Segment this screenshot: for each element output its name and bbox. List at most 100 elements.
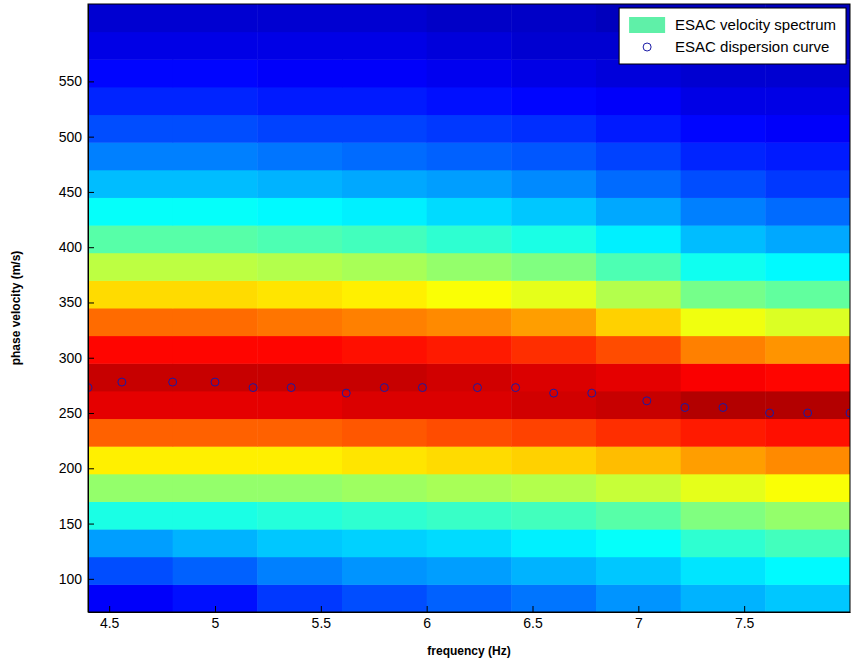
- legend-label: ESAC dispersion curve: [675, 38, 829, 55]
- y-tick-label: 250: [59, 405, 83, 421]
- dispersion-point: [643, 397, 651, 405]
- spectrum-cell: [173, 59, 258, 87]
- spectrum-cell: [173, 87, 258, 115]
- spectrum-cell: [765, 419, 850, 447]
- spectrum-cell: [511, 529, 596, 557]
- y-tick-mark: [88, 524, 94, 525]
- legend-label: ESAC velocity spectrum: [675, 16, 836, 33]
- spectrum-cell: [511, 280, 596, 308]
- spectrum-cell: [342, 363, 427, 391]
- x-tick-label: 5: [212, 615, 220, 631]
- legend-box: [619, 8, 846, 64]
- y-tick: 250: [59, 405, 94, 421]
- spectrum-cell: [511, 225, 596, 253]
- spectrum-cell: [765, 170, 850, 198]
- spectrum-cell: [342, 170, 427, 198]
- spectrum-cell: [342, 336, 427, 364]
- spectrum-cell: [342, 529, 427, 557]
- spectrum-cell: [681, 87, 766, 115]
- spectrum-cell: [681, 584, 766, 612]
- spectrum-cell: [88, 253, 173, 281]
- spectrum-cell: [257, 170, 342, 198]
- spectrum-cell: [173, 308, 258, 336]
- y-tick: 150: [59, 516, 94, 532]
- dispersion-point: [418, 384, 426, 392]
- spectrum-cell: [765, 87, 850, 115]
- spectrum-cell: [173, 336, 258, 364]
- spectrum-cell: [173, 32, 258, 60]
- spectrum-cell: [681, 529, 766, 557]
- spectrum-cell: [257, 115, 342, 143]
- dispersion-point: [118, 378, 126, 386]
- y-tick-label: 450: [59, 184, 83, 200]
- spectrum-cell: [596, 419, 681, 447]
- spectrum-cell: [173, 253, 258, 281]
- spectrum-cell: [765, 391, 850, 419]
- spectrum-cell: [342, 280, 427, 308]
- x-axis: 4.555.566.577.5: [89, 606, 851, 631]
- legend-marker: [643, 43, 651, 51]
- y-tick-mark: [88, 358, 94, 359]
- spectrum-cell: [596, 253, 681, 281]
- spectrum-cell: [765, 363, 850, 391]
- y-tick-mark: [88, 302, 94, 303]
- spectrum-cell: [427, 4, 512, 32]
- y-tick-mark: [88, 137, 94, 138]
- spectrum-cell: [342, 253, 427, 281]
- y-tick-label: 300: [59, 350, 83, 366]
- spectrum-cell: [427, 197, 512, 225]
- spectrum-cell: [173, 142, 258, 170]
- spectrum-cell: [173, 363, 258, 391]
- spectrum-cell: [765, 584, 850, 612]
- velocity-spectrum: [88, 4, 850, 612]
- spectrum-cell: [765, 308, 850, 336]
- spectrum-cell: [427, 474, 512, 502]
- spectrum-cell: [173, 280, 258, 308]
- spectrum-cell: [173, 225, 258, 253]
- spectrum-cell: [596, 280, 681, 308]
- spectrum-cell: [342, 474, 427, 502]
- dispersion-point: [287, 384, 295, 392]
- x-tick: 5: [212, 606, 220, 631]
- spectrum-cell: [681, 115, 766, 143]
- x-tick: 5.5: [312, 606, 332, 631]
- spectrum-cell: [427, 501, 512, 529]
- spectrum-cell: [427, 308, 512, 336]
- dispersion-point: [512, 384, 520, 392]
- y-tick: 400: [59, 239, 94, 255]
- spectrum-cell: [596, 584, 681, 612]
- spectrum-cell: [596, 474, 681, 502]
- spectrum-cell: [427, 446, 512, 474]
- spectrum-cell: [765, 529, 850, 557]
- spectrum-cell: [596, 87, 681, 115]
- spectrum-cell: [511, 584, 596, 612]
- x-tick-mark: [744, 606, 745, 612]
- spectrum-cell: [511, 59, 596, 87]
- spectrum-cell: [681, 557, 766, 585]
- dispersion-point: [473, 384, 481, 392]
- spectrum-cell: [681, 363, 766, 391]
- spectrum-cell: [88, 59, 173, 87]
- spectrum-cell: [342, 4, 427, 32]
- y-axis: 100150200250300350400450500550: [59, 5, 94, 613]
- dispersion-point: [804, 409, 812, 417]
- spectrum-cell: [173, 529, 258, 557]
- spectrum-cell: [427, 336, 512, 364]
- spectrum-cell: [257, 253, 342, 281]
- y-tick: 100: [59, 571, 94, 587]
- spectrum-cell: [88, 280, 173, 308]
- spectrum-cell: [511, 197, 596, 225]
- spectrum-cell: [342, 115, 427, 143]
- spectrum-cell: [427, 225, 512, 253]
- x-tick: 6.5: [523, 606, 543, 631]
- spectrum-cell: [511, 308, 596, 336]
- x-tick-mark: [638, 606, 639, 612]
- x-tick: 7: [635, 606, 643, 631]
- spectrum-cell: [342, 59, 427, 87]
- spectrum-cell: [257, 529, 342, 557]
- spectrum-cell: [596, 225, 681, 253]
- spectrum-cell: [511, 170, 596, 198]
- spectrum-cell: [427, 170, 512, 198]
- spectrum-cell: [511, 363, 596, 391]
- x-tick-label: 6.5: [523, 615, 543, 631]
